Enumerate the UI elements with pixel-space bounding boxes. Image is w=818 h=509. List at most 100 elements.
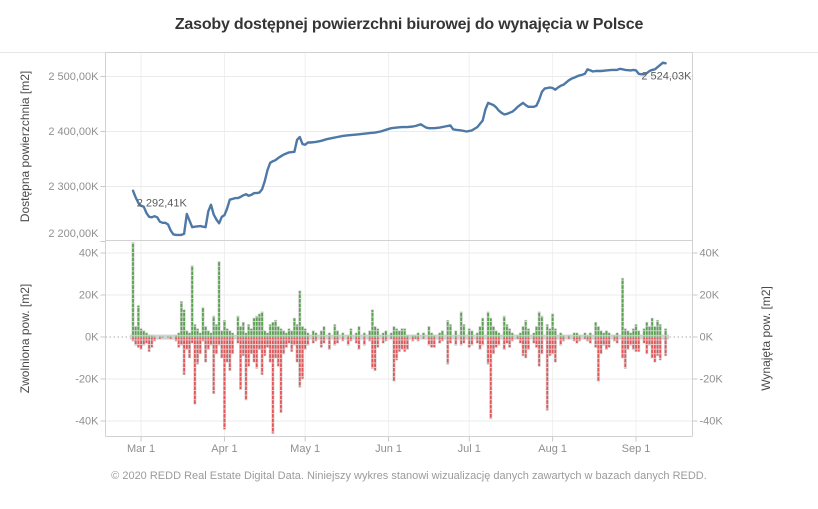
y-tick-label-top: 2 400,00K (48, 126, 99, 138)
bar-leased (440, 336, 444, 342)
bar-released (545, 324, 549, 338)
bar-released (397, 330, 401, 338)
bar-leased (169, 336, 173, 340)
bar-leased (300, 336, 304, 380)
bar-leased (489, 336, 493, 420)
bar-released (142, 330, 146, 338)
bar-leased (486, 336, 490, 365)
annotation-end: 2 524,03K (641, 70, 692, 82)
y-tick-label-right: 0K (700, 332, 714, 344)
bar-released (214, 324, 218, 338)
bar-leased (397, 336, 401, 352)
x-tick-label: Apr 1 (211, 443, 237, 455)
bar-released (395, 328, 399, 338)
bar-released (626, 330, 630, 338)
y-tick-label-top: 2 500,00K (48, 71, 99, 83)
bar-released (201, 307, 205, 338)
bar-leased (357, 336, 361, 350)
bar-released (491, 326, 495, 338)
bar-leased (274, 336, 278, 359)
bar-released (403, 328, 407, 338)
bar-leased (470, 336, 474, 346)
bar-released (381, 332, 385, 338)
bar-released (287, 328, 291, 338)
bar-leased (153, 336, 157, 342)
bar-released (467, 328, 471, 338)
bar-released (306, 332, 310, 338)
bar-leased (532, 336, 536, 344)
bar-leased (333, 336, 337, 346)
bar-released (295, 324, 299, 338)
bar-leased (607, 336, 611, 348)
bar-leased (561, 336, 565, 342)
bar-released (422, 332, 426, 338)
bar-released (623, 328, 627, 338)
bar-leased (295, 336, 299, 363)
bar-leased (131, 336, 135, 342)
bar-released (220, 330, 224, 338)
bar-leased (623, 336, 627, 369)
bar-leased (161, 336, 165, 339)
bar-leased (650, 336, 654, 359)
bar-leased (319, 336, 323, 348)
bar-leased (220, 336, 224, 359)
bar-leased (179, 336, 183, 346)
bar-released (650, 317, 654, 338)
bar-leased (567, 336, 571, 340)
bar-released (327, 332, 331, 338)
bar-released (561, 334, 565, 338)
bar-leased (198, 336, 202, 355)
bar-released (537, 311, 541, 338)
bar-leased (537, 336, 541, 367)
bar-released (370, 309, 374, 338)
bar-leased (599, 336, 603, 355)
bar-released (647, 326, 651, 338)
bar-released (559, 332, 563, 338)
bar-leased (303, 336, 307, 350)
bar-released (271, 321, 275, 338)
bar-leased (551, 336, 555, 355)
y-tick-label-left: 0K (85, 332, 99, 344)
bar-leased (209, 336, 213, 346)
bar-leased (376, 336, 380, 348)
bar-released (621, 277, 625, 338)
bar-released (518, 332, 522, 338)
bar-leased (596, 336, 600, 382)
bar-released (607, 332, 611, 338)
bar-released (384, 330, 388, 338)
chart-footer: © 2020 REDD Real Estate Digital Data. Ni… (111, 470, 707, 482)
bar-leased (335, 336, 339, 344)
bar-leased (214, 336, 218, 355)
bar-released (174, 334, 178, 338)
bar-released (255, 315, 259, 338)
bar-leased (497, 336, 501, 346)
bar-leased (594, 336, 598, 348)
bar-released (516, 334, 520, 338)
bar-leased (430, 336, 434, 348)
bar-leased (166, 336, 170, 339)
x-tick-label: Jun 1 (375, 443, 402, 455)
bar-released (613, 334, 617, 338)
bar-leased (142, 336, 146, 346)
bar-leased (459, 336, 463, 346)
bar-leased (446, 336, 450, 365)
bar-released (147, 334, 151, 338)
bar-leased (631, 336, 635, 350)
bar-released (430, 332, 434, 338)
bar-leased (244, 336, 248, 401)
bar-leased (572, 336, 576, 342)
bar-released (508, 328, 512, 338)
bar-released (553, 328, 557, 338)
bar-leased (354, 336, 358, 344)
bar-released (497, 332, 501, 338)
bar-released (448, 324, 452, 338)
bar-released (284, 332, 288, 338)
bar-released (212, 315, 216, 338)
bar-released (653, 326, 657, 338)
bar-leased (664, 336, 668, 357)
bar-leased (247, 336, 251, 367)
bar-released (198, 332, 202, 338)
bar-leased (634, 336, 638, 352)
bar-released (588, 332, 592, 338)
bar-released (521, 326, 525, 338)
